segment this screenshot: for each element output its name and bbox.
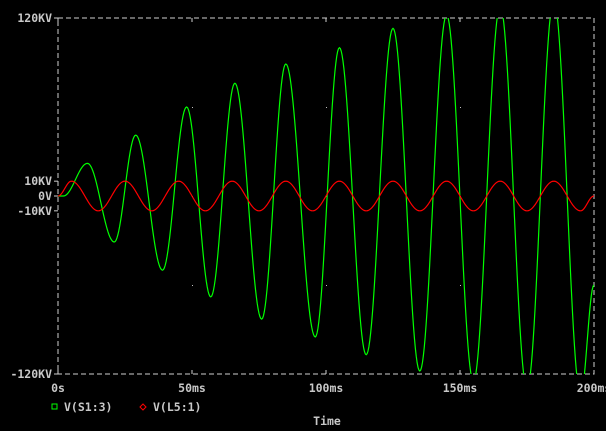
grid-dot — [326, 196, 327, 197]
x-tick-label: 150ms — [443, 381, 478, 395]
grid-dot — [192, 285, 193, 286]
y-tick-label: 120KV — [17, 11, 52, 25]
legend: V(S1:3) V(L5:1) — [51, 400, 201, 414]
series-line-1 — [58, 18, 594, 374]
y-tick-label: -120KV — [10, 367, 52, 381]
series-line-2 — [58, 180, 594, 212]
y-tick-label: 10KV — [24, 174, 52, 188]
grid-dot — [326, 285, 327, 286]
series-group — [58, 18, 594, 374]
grid-dot — [326, 107, 327, 108]
grid-dot — [460, 285, 461, 286]
x-axis-label: Time — [313, 414, 341, 428]
legend-marker-diamond-icon — [139, 403, 147, 411]
x-tick-label: 50ms — [178, 381, 206, 395]
grid-dots — [192, 107, 461, 286]
axis-ticks — [54, 17, 595, 375]
legend-label-series-1: V(S1:3) — [64, 400, 112, 414]
grid-dot — [192, 107, 193, 108]
x-tick-label: 100ms — [309, 381, 344, 395]
x-tick-label: 200ms — [577, 381, 606, 395]
grid-dot — [460, 107, 461, 108]
legend-marker-square-icon — [51, 403, 58, 410]
y-tick-label: 0V — [38, 189, 52, 203]
legend-label-series-2: V(L5:1) — [153, 400, 201, 414]
y-tick-label: -10KV — [17, 204, 52, 218]
x-tick-label: 0s — [51, 381, 65, 395]
